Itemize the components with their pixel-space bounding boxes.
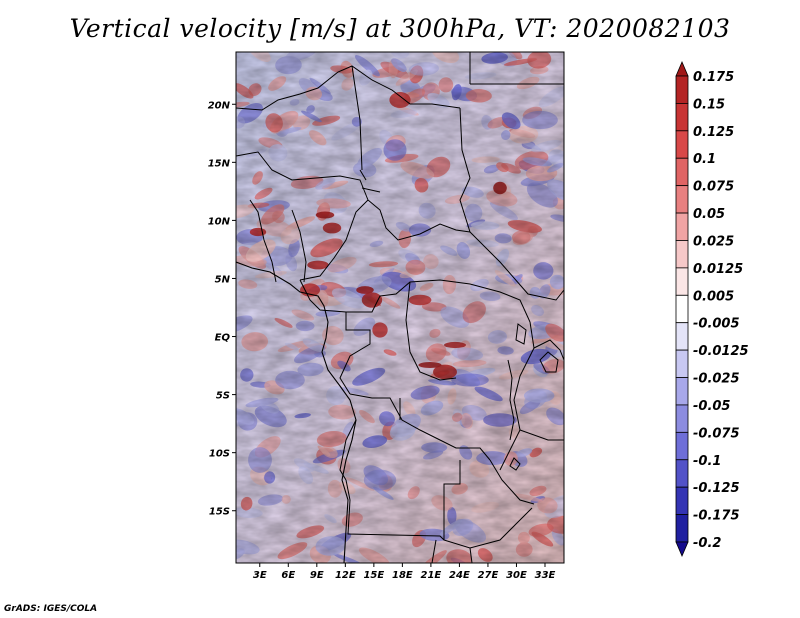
colorbar-swatch (675, 459, 689, 488)
colorbar-label: 0.0125 (693, 262, 743, 277)
velocity-field (236, 52, 564, 563)
colorbar-label: -0.125 (693, 481, 740, 496)
lon-tick-label: 3E (253, 570, 267, 581)
colorbar-label: 0.05 (693, 207, 725, 222)
colorbar-swatch (675, 267, 689, 296)
colorbar-label: -0.025 (693, 372, 740, 387)
colorbar-swatch (675, 212, 689, 241)
colorbar-label: -0.05 (693, 399, 730, 414)
lon-tick-label: 18E (392, 570, 413, 581)
colorbar-swatch (675, 377, 689, 406)
country-borders (236, 52, 564, 563)
latitude-axis: 20N 15N 10N 5N EQ 5S 10S 15S (208, 100, 236, 518)
colorbar-label: 0.1 (693, 152, 716, 167)
colorbar-swatch (675, 157, 689, 187)
lon-tick-label: 27E (478, 570, 499, 581)
colorbar-label: 0.075 (693, 180, 734, 195)
colorbar-label: -0.005 (693, 317, 740, 332)
colorbar-swatch (675, 349, 689, 378)
grads-credit: GrADS: IGES/COLA (4, 604, 98, 614)
colorbar-max-arrow (675, 60, 689, 77)
colorbar-label: -0.075 (693, 426, 740, 441)
lat-tick-label: EQ (215, 333, 231, 344)
lon-tick-label: 15E (363, 570, 384, 581)
lon-tick-label: 24E (449, 570, 470, 581)
colorbar-swatch (675, 404, 689, 433)
lon-tick-label: 21E (421, 570, 442, 581)
colorbar-swatch (675, 103, 689, 132)
colorbar-swatch (675, 294, 689, 324)
lon-tick-label: 33E (535, 570, 556, 581)
lat-tick-label: 15S (209, 507, 230, 518)
colorbar-label: -0.0125 (693, 344, 749, 359)
lat-tick-label: 5N (215, 274, 231, 285)
colorbar-swatch (675, 130, 689, 159)
lat-tick-label: 15N (208, 158, 231, 169)
colorbar-label: -0.2 (693, 536, 721, 551)
colorbar: 0.175 0.15 0.125 0.1 0.075 0.05 0.025 0.0125 0.0… (675, 60, 749, 558)
lat-tick-label: 10S (209, 449, 230, 460)
lakes (507, 323, 559, 471)
colorbar-swatch (675, 240, 689, 269)
coastline (236, 261, 357, 563)
lat-tick-label: 10N (208, 216, 231, 227)
lon-tick-label: 6E (281, 570, 295, 581)
colorbar-label: 0.005 (693, 289, 734, 304)
colorbar-label: 0.15 (693, 97, 725, 112)
longitude-axis: 3E 6E 9E 12E 15E 18E 21E 24E 27E 30E 33E (253, 563, 556, 581)
colorbar-min-arrow (675, 541, 689, 558)
colorbar-label: 0.125 (693, 125, 734, 140)
map-frame (235, 51, 565, 564)
lat-tick-label: 5S (216, 391, 230, 402)
lon-tick-label: 12E (335, 570, 356, 581)
colorbar-swatch (675, 486, 689, 515)
colorbar-label: 0.025 (693, 234, 734, 249)
colorbar-swatch (675, 185, 689, 214)
chart-title: Vertical velocity [m/s] at 300hPa, VT: 2… (69, 14, 731, 43)
lat-tick-label: 20N (208, 100, 231, 111)
colorbar-label: -0.175 (693, 509, 740, 524)
colorbar-label: -0.1 (693, 454, 721, 469)
colorbar-swatch (675, 75, 689, 104)
colorbar-swatch (675, 431, 689, 461)
colorbar-label: 0.175 (693, 70, 734, 85)
lon-tick-label: 30E (506, 570, 527, 581)
lon-tick-label: 9E (310, 570, 324, 581)
colorbar-swatch (675, 322, 689, 351)
colorbar-swatch (675, 514, 689, 543)
